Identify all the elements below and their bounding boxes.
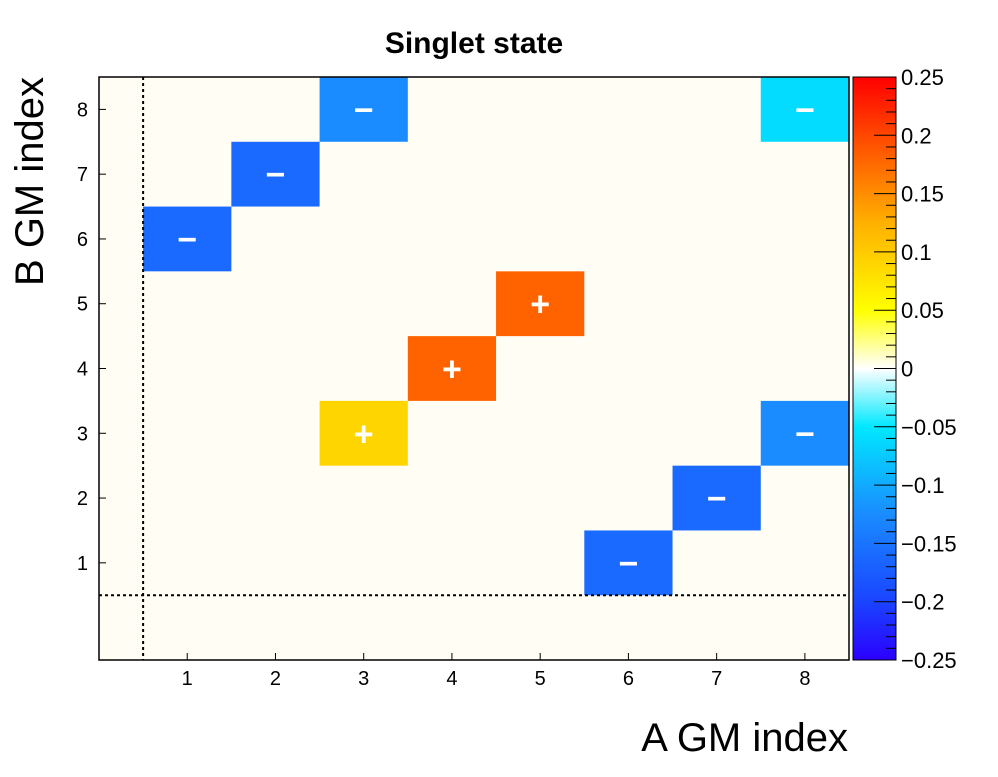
cell-sign-a5-b5: + — [530, 286, 550, 324]
x-axis-title: A GM index — [641, 716, 848, 760]
x-axis-ticks: 1 2 3 4 5 6 7 8 — [182, 653, 810, 690]
colorbar-label: −0.2 — [901, 590, 944, 615]
colorbar-label: −0.05 — [901, 415, 957, 440]
y-tick-label-4: 4 — [77, 359, 88, 381]
chart-title: Singlet state — [385, 27, 563, 60]
y-axis-title: B GM index — [8, 77, 52, 286]
colorbar-label: −0.25 — [901, 648, 957, 673]
x-tick-label-3: 3 — [358, 668, 369, 690]
cell-sign-a2-b7: − — [266, 156, 286, 194]
colorbar-label: 0.1 — [901, 240, 932, 265]
colorbar-label: 0 — [901, 357, 913, 382]
cell-sign-a3-b3: + — [354, 415, 374, 453]
y-tick-label-8: 8 — [77, 99, 88, 121]
x-tick-label-4: 4 — [446, 668, 457, 690]
y-tick-label-7: 7 — [77, 164, 88, 186]
x-tick-label-6: 6 — [623, 668, 634, 690]
heatmap-cell-a6-b1 — [584, 530, 673, 596]
colorbar-label: 0.05 — [901, 298, 944, 323]
cell-sign-a7-b2: − — [707, 480, 727, 518]
y-tick-label-5: 5 — [77, 294, 88, 316]
y-tick-label-1: 1 — [77, 553, 88, 575]
y-tick-label-2: 2 — [77, 488, 88, 510]
y-tick-label-6: 6 — [77, 229, 88, 251]
cell-sign-a8-b3: − — [795, 415, 815, 453]
heatmap-cell-a3-b8 — [319, 77, 408, 142]
colorbar-label: 0.2 — [901, 123, 932, 148]
colorbar-label: −0.1 — [901, 473, 944, 498]
heatmap-cell-a7-b2 — [672, 465, 761, 531]
x-tick-label-2: 2 — [270, 668, 281, 690]
cell-sign-a4-b4: + — [442, 351, 462, 389]
colorbar-label: −0.15 — [901, 531, 957, 556]
heatmap-cell-a8-b8 — [760, 77, 849, 142]
colorbar-label: 0.25 — [901, 65, 944, 90]
heatmap-cell-a8-b3 — [760, 400, 849, 466]
x-tick-label-8: 8 — [799, 668, 810, 690]
y-tick-label-3: 3 — [77, 423, 88, 445]
heatmap-cell-a5-b5 — [496, 271, 585, 337]
heatmap-cell-a3-b3 — [319, 400, 408, 466]
y-axis-ticks: 1 2 3 4 5 6 7 8 — [77, 99, 106, 575]
colorbar-ticks: 0.25 0.2 0.15 0.1 0.05 0 −0.05 −0.1 −0.15 −0.2 −0.… — [874, 65, 957, 673]
x-tick-label-1: 1 — [182, 668, 193, 690]
heatmap-cell-a2-b7 — [231, 141, 320, 207]
x-tick-label-5: 5 — [535, 668, 546, 690]
heatmap-cell-a1-b6 — [143, 206, 232, 272]
cell-sign-labels: − − − − + + + − − − — [177, 91, 815, 582]
x-tick-label-7: 7 — [711, 668, 722, 690]
heatmap-cells — [143, 77, 849, 596]
heatmap-cell-a4-b4 — [407, 336, 497, 401]
colorbar-label: 0.15 — [901, 182, 944, 207]
cell-sign-a8-b8: − — [795, 91, 815, 129]
cell-sign-a1-b6: − — [177, 221, 197, 259]
cell-sign-a3-b8: − — [354, 91, 374, 129]
cell-sign-a6-b1: − — [618, 545, 638, 583]
